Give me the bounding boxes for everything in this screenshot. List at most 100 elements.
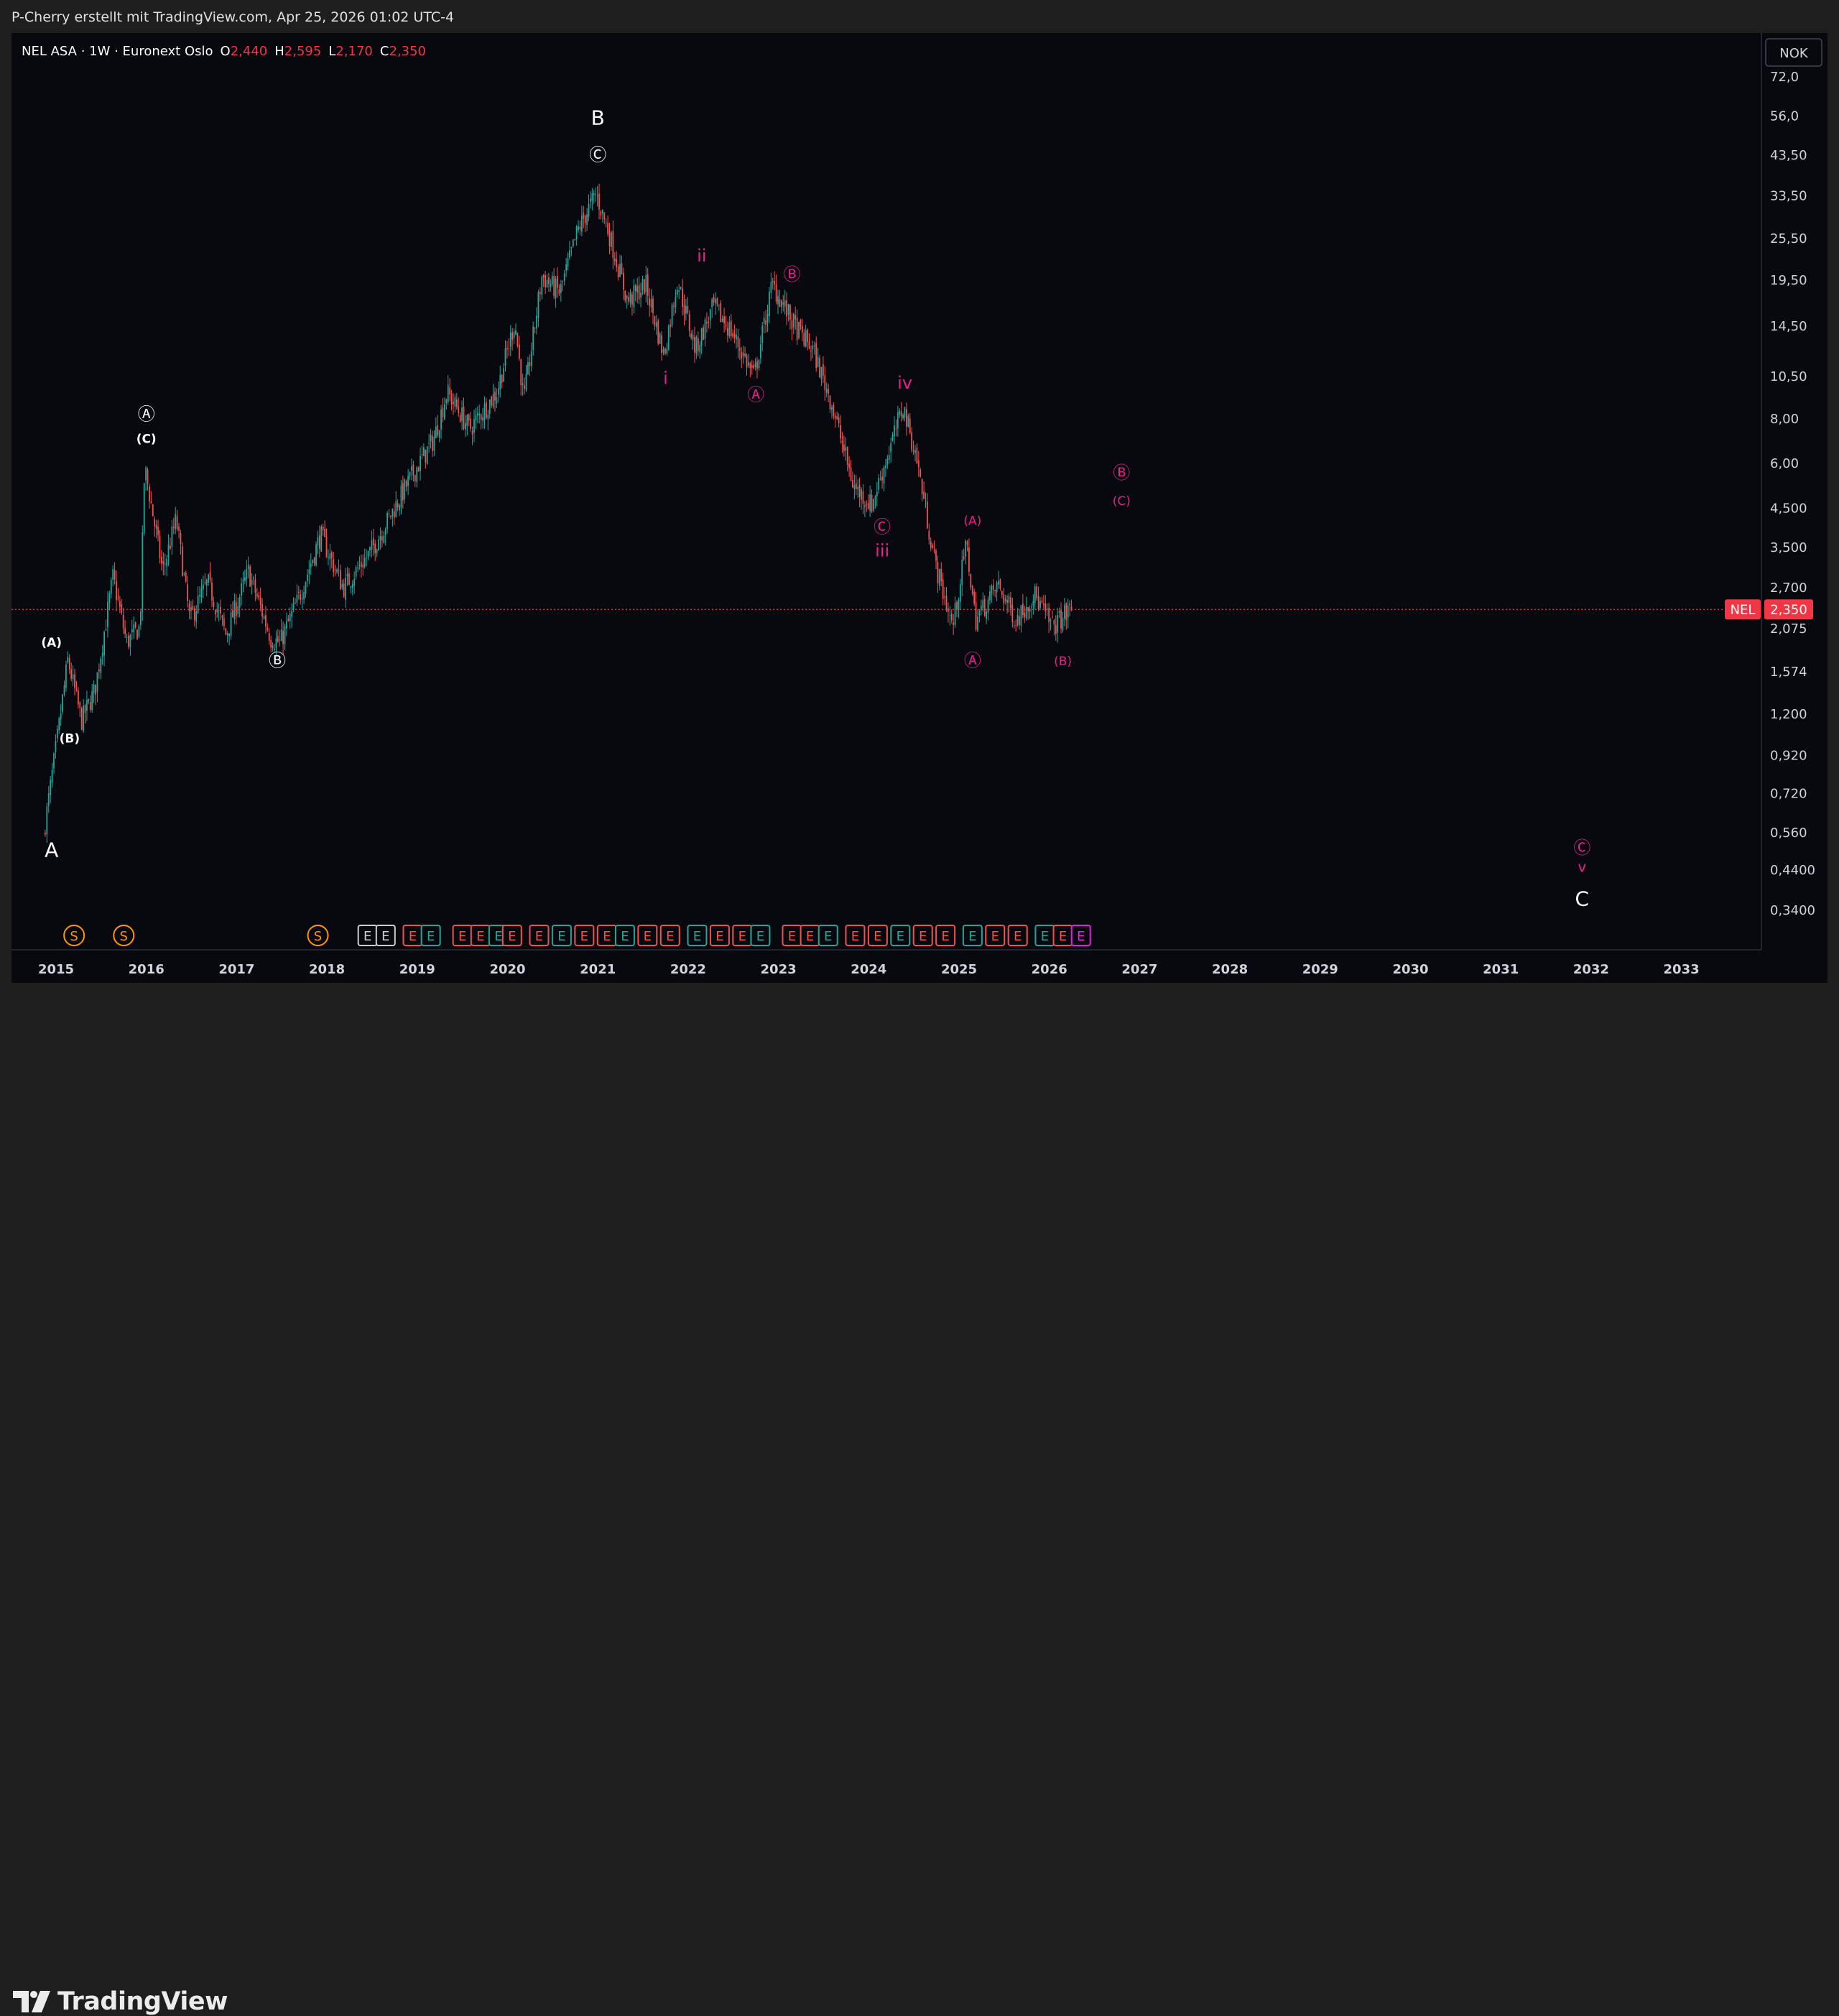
candle-body bbox=[557, 276, 558, 288]
candle-body bbox=[1022, 603, 1024, 616]
svg-text:E: E bbox=[1059, 929, 1067, 944]
earnings-event-marker[interactable]: E bbox=[596, 925, 617, 946]
candle-body bbox=[310, 563, 312, 568]
earnings-event-marker[interactable]: E bbox=[1034, 925, 1055, 946]
candle-body bbox=[700, 328, 703, 346]
split-event-marker[interactable]: S bbox=[63, 925, 85, 946]
earnings-event-marker[interactable]: E bbox=[614, 925, 635, 946]
candle-body bbox=[235, 602, 237, 616]
tradingview-logo[interactable]: TradingView bbox=[13, 1987, 228, 2016]
earnings-event-marker[interactable]: E bbox=[912, 925, 933, 946]
time-axis[interactable]: 2015 2016 2017 2018 2019 2020 2021 2022 2023 2024… bbox=[38, 962, 1700, 977]
earnings-event-marker[interactable]: E bbox=[452, 925, 473, 946]
earnings-event-marker[interactable]: E bbox=[867, 925, 888, 946]
candle-body bbox=[289, 614, 291, 621]
candle-body bbox=[601, 209, 603, 213]
candle-body bbox=[930, 541, 932, 548]
earnings-event-marker[interactable]: E bbox=[817, 925, 838, 946]
candle-body bbox=[706, 321, 708, 324]
candle-body bbox=[945, 595, 948, 611]
candle-body bbox=[367, 550, 369, 558]
candle-body bbox=[968, 547, 970, 572]
candle-body bbox=[567, 259, 569, 267]
split-event-marker[interactable]: S bbox=[307, 925, 329, 946]
earnings-event-marker[interactable]: E bbox=[750, 925, 771, 946]
earnings-event-marker[interactable]: E bbox=[962, 925, 983, 946]
earnings-event-marker[interactable]: E bbox=[782, 925, 802, 946]
candle-body bbox=[780, 300, 782, 308]
candle-body bbox=[894, 425, 895, 437]
candle-body bbox=[211, 582, 213, 601]
earnings-event-marker[interactable]: E bbox=[357, 925, 378, 946]
svg-text:E: E bbox=[476, 929, 484, 944]
candle-body bbox=[438, 430, 440, 438]
earnings-event-marker[interactable]: E bbox=[890, 925, 911, 946]
candle-body bbox=[117, 597, 119, 599]
y-tick-label: 10,50 bbox=[1770, 369, 1807, 384]
candle-body bbox=[914, 450, 916, 453]
candle-body bbox=[973, 591, 976, 604]
svg-text:E: E bbox=[621, 929, 629, 944]
earnings-event-marker[interactable]: E bbox=[845, 925, 866, 946]
earnings-event-marker[interactable]: E bbox=[470, 925, 491, 946]
earnings-event-marker[interactable]: E bbox=[402, 925, 423, 946]
earnings-event-marker[interactable]: E bbox=[420, 925, 441, 946]
earnings-event-marker[interactable]: E bbox=[637, 925, 658, 946]
high-value: 2,595 bbox=[284, 44, 322, 59]
candle-body bbox=[622, 272, 624, 290]
candle-body bbox=[296, 594, 298, 604]
candle-body bbox=[774, 281, 776, 285]
y-tick-label: 19,50 bbox=[1770, 273, 1807, 288]
candle-body bbox=[935, 550, 937, 561]
earnings-event-marker[interactable]: E bbox=[985, 925, 1006, 946]
candle-body bbox=[405, 481, 407, 487]
candle-body bbox=[975, 602, 977, 630]
candle-body bbox=[471, 431, 473, 435]
candle-body bbox=[1001, 591, 1003, 595]
candle-body bbox=[654, 316, 656, 326]
candle-body bbox=[944, 596, 945, 598]
earnings-event-marker[interactable]: E bbox=[1070, 925, 1091, 946]
candle-body bbox=[961, 559, 963, 586]
candle-body bbox=[482, 417, 483, 421]
candle-body bbox=[166, 558, 168, 567]
split-event-marker[interactable]: S bbox=[113, 925, 135, 946]
currency-button[interactable]: NOK bbox=[1765, 38, 1822, 67]
y-tick-label: 0,4400 bbox=[1770, 863, 1815, 878]
svg-text:E: E bbox=[1014, 929, 1022, 944]
earnings-event-marker[interactable]: E bbox=[659, 925, 680, 946]
wave-label: (C) bbox=[136, 433, 157, 447]
earnings-event-marker[interactable]: E bbox=[687, 925, 708, 946]
price-axis[interactable]: 72,0 56,0 43,50 33,50 25,50 19,50 14,50 10,50 8,… bbox=[1770, 70, 1815, 918]
candle-body bbox=[772, 280, 774, 282]
candle-body bbox=[139, 611, 142, 625]
candle-body bbox=[850, 467, 852, 481]
earnings-event-marker[interactable]: E bbox=[732, 925, 753, 946]
candle-body bbox=[105, 629, 107, 631]
earnings-event-marker[interactable]: E bbox=[529, 925, 550, 946]
earnings-event-marker[interactable]: E bbox=[1052, 925, 1073, 946]
candle-body bbox=[803, 333, 805, 346]
candle-body bbox=[249, 566, 251, 587]
earnings-event-marker[interactable]: E bbox=[551, 925, 572, 946]
chart-pane[interactable] bbox=[11, 33, 1828, 983]
open-label: O bbox=[221, 44, 231, 59]
earnings-event-marker[interactable]: E bbox=[375, 925, 396, 946]
candle-body bbox=[652, 298, 654, 314]
earnings-event-marker[interactable]: E bbox=[574, 925, 595, 946]
earnings-event-marker[interactable]: E bbox=[800, 925, 820, 946]
candle-body bbox=[292, 603, 295, 610]
candle-body bbox=[619, 264, 621, 277]
candle-body bbox=[949, 614, 951, 616]
candle-body bbox=[746, 355, 748, 368]
earnings-event-marker[interactable]: E bbox=[709, 925, 730, 946]
earnings-event-marker[interactable]: E bbox=[935, 925, 956, 946]
x-tick-label: 2026 bbox=[1032, 962, 1067, 977]
candle-body bbox=[563, 273, 565, 282]
earnings-event-marker[interactable]: E bbox=[1007, 925, 1028, 946]
earnings-event-marker[interactable]: E bbox=[501, 925, 522, 946]
candle-body bbox=[496, 397, 498, 404]
candle-body bbox=[172, 527, 175, 528]
candle-body bbox=[100, 658, 102, 673]
